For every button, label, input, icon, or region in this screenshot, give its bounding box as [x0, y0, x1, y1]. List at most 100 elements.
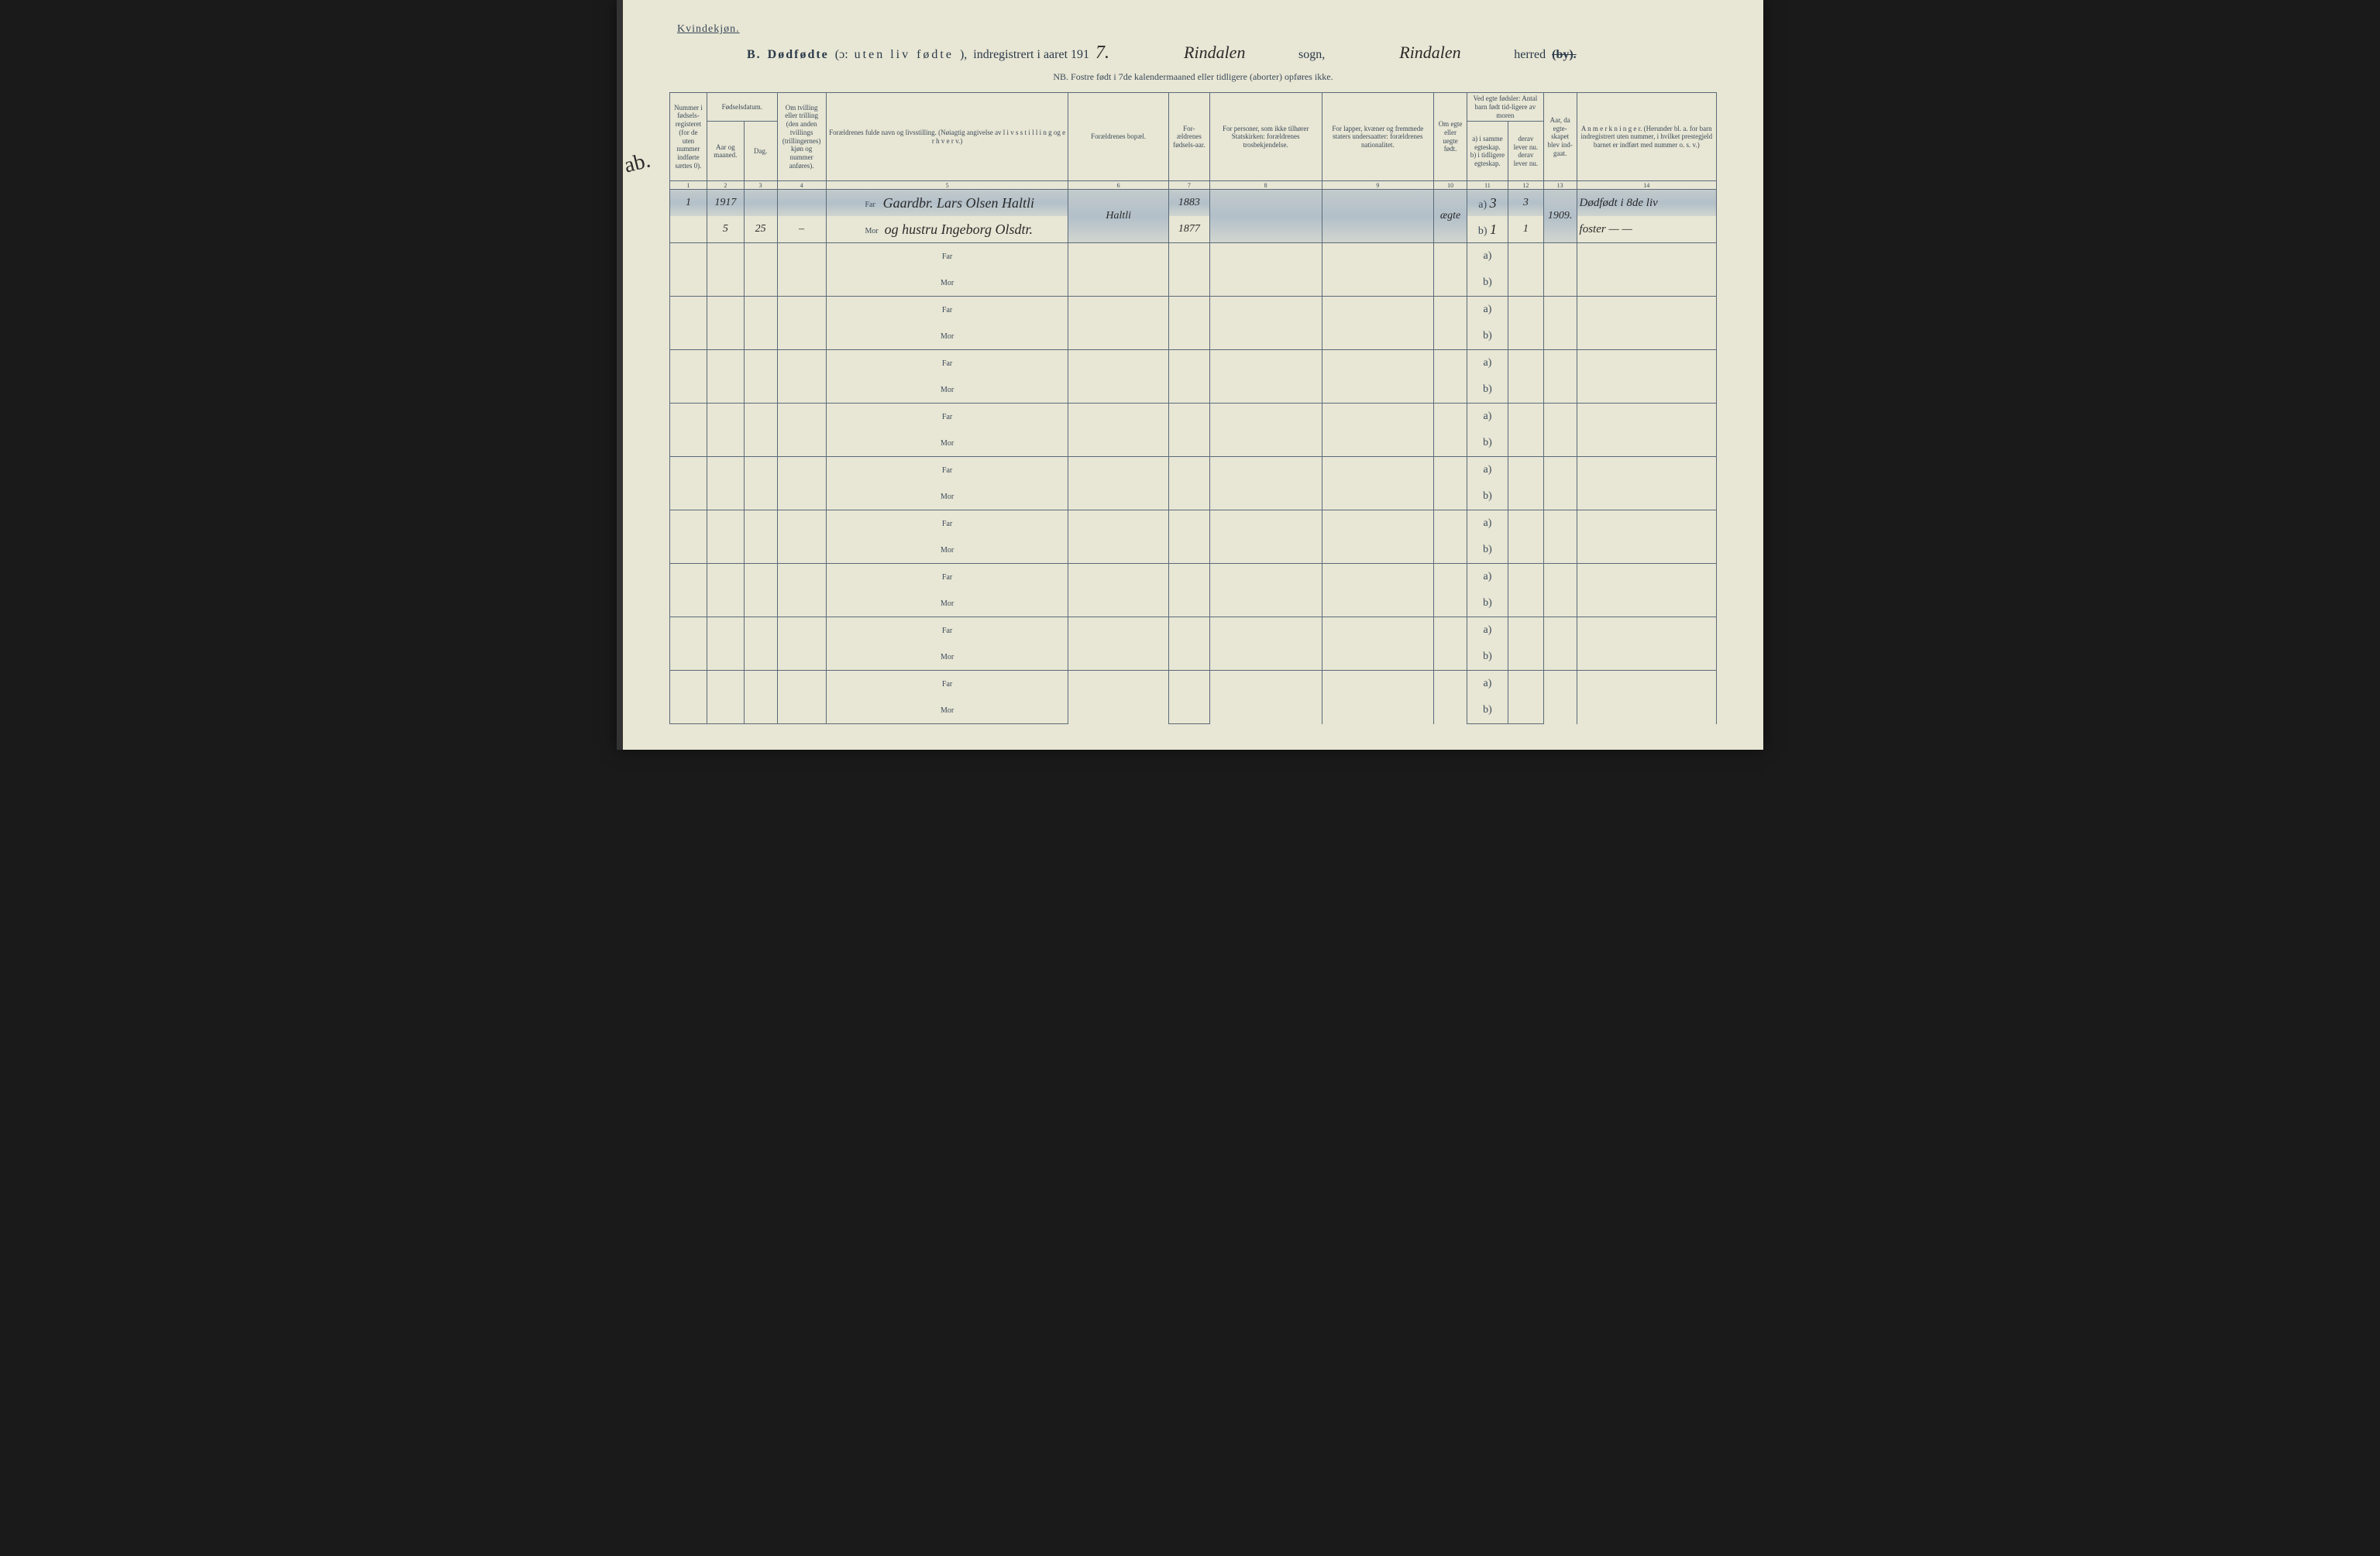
table-body: 1 1917 Far Gaardbr. Lars Olsen Haltli Ha… [670, 190, 1717, 724]
blank-mor-cell: Mor [826, 430, 1068, 457]
entry-c12a: 3 [1508, 190, 1543, 217]
blank-cell [1508, 297, 1543, 324]
mor-label: Mor [937, 332, 958, 341]
mor-label: Mor [937, 493, 958, 501]
blank-cell [670, 297, 707, 324]
blank-cell [1168, 297, 1209, 324]
blank-cell [1543, 350, 1577, 404]
page-title-row: B. Dødfødte (ɔ: uten liv fødte ), indreg… [669, 43, 1717, 64]
blank-cell [1508, 697, 1543, 724]
far-label: Far [937, 520, 958, 528]
blank-row-far: Far a) [670, 243, 1717, 270]
blank-cell [777, 270, 826, 297]
blank-cell [1508, 537, 1543, 564]
blank-cell [1434, 671, 1467, 724]
title-main: Dødfødte [768, 48, 829, 62]
blank-cell [777, 350, 826, 377]
blank-cell [1322, 617, 1434, 671]
blank-row-far: Fara) [670, 564, 1717, 591]
blank-cell [670, 270, 707, 297]
blank-mor-cell: Mor [826, 644, 1068, 671]
blank-cell [744, 483, 777, 510]
th-nationality: For lapper, kvæner og fremmede staters u… [1322, 93, 1434, 181]
entry-twin: – [777, 216, 826, 243]
blank-cell [1068, 243, 1168, 297]
blank-cell [744, 297, 777, 324]
blank-cell [707, 537, 744, 564]
blank-cell [777, 537, 826, 564]
blank-cell [707, 243, 744, 270]
blank-cell [1168, 350, 1209, 377]
blank-cell [670, 590, 707, 617]
blank-mor-cell: Mor [826, 376, 1068, 404]
colnum: 5 [826, 181, 1068, 190]
blank-cell [777, 644, 826, 671]
blank-cell [670, 697, 707, 724]
blank-cell [1508, 270, 1543, 297]
blank-cell [777, 671, 826, 698]
colnum: 3 [744, 181, 777, 190]
colnum: 14 [1577, 181, 1716, 190]
blank-b-cell: b) [1467, 590, 1508, 617]
blank-mor-cell: Mor [826, 537, 1068, 564]
blank-cell [670, 404, 707, 431]
blank-cell [1434, 457, 1467, 510]
entry-row-far: 1 1917 Far Gaardbr. Lars Olsen Haltli Ha… [670, 190, 1717, 217]
blank-cell [777, 376, 826, 404]
blank-cell [1068, 671, 1168, 724]
blank-cell [1577, 671, 1716, 724]
blank-cell [1068, 457, 1168, 510]
blank-cell [670, 376, 707, 404]
blank-a-cell: a) [1467, 404, 1508, 431]
blank-row-far: Fara) [670, 297, 1717, 324]
th-birthdate: Fødselsdatum. [707, 93, 777, 122]
th-c12b: derav lever nu. [1511, 151, 1541, 168]
blank-cell [1577, 350, 1716, 404]
blank-far-cell: Far [826, 243, 1068, 270]
blank-mor-cell: Mor [826, 270, 1068, 297]
blank-cell [1543, 243, 1577, 297]
far-label: Far [937, 252, 958, 261]
title-paren-open: (ɔ: [835, 48, 848, 62]
blank-cell [670, 323, 707, 350]
blank-a-cell: a) [1467, 350, 1508, 377]
blank-cell [1543, 671, 1577, 724]
blank-cell [1543, 510, 1577, 564]
blank-cell [1168, 644, 1209, 671]
blank-a-cell: a) [1467, 243, 1508, 270]
blank-cell [744, 376, 777, 404]
blank-cell [1543, 564, 1577, 617]
blank-cell [707, 297, 744, 324]
blank-far-cell: Far [826, 671, 1068, 698]
blank-cell [1168, 323, 1209, 350]
blank-cell [1209, 404, 1322, 457]
blank-row-far: Fara) [670, 510, 1717, 538]
blank-cell [707, 671, 744, 698]
herred-label: herred [1514, 48, 1546, 62]
blank-b-cell: b) [1467, 270, 1508, 297]
blank-cell [1543, 297, 1577, 350]
blank-cell [707, 270, 744, 297]
blank-cell [1322, 457, 1434, 510]
far-label: Far [937, 359, 958, 368]
blank-a-cell: a) [1467, 564, 1508, 591]
blank-far-cell: Far [826, 617, 1068, 644]
blank-cell [777, 617, 826, 644]
entry-year: 1917 [707, 190, 744, 217]
mother-name: og hustru Ingeborg Olsdtr. [885, 222, 1033, 237]
colnum: 7 [1168, 181, 1209, 190]
blank-cell [744, 243, 777, 270]
th-remarks: A n m e r k n i n g e r. (Herunder bl. a… [1577, 93, 1716, 181]
herred-name-handwritten: Rindalen [1399, 43, 1508, 63]
entry-month: 5 [707, 216, 744, 243]
blank-cell [1168, 404, 1209, 431]
blank-cell [1577, 564, 1716, 617]
blank-cell [1508, 510, 1543, 538]
blank-cell [1168, 483, 1209, 510]
blank-cell [1168, 590, 1209, 617]
th-year-month: Aar og maaned. [707, 122, 744, 181]
sogn-name-handwritten: Rindalen [1184, 43, 1292, 63]
blank-cell [777, 297, 826, 324]
blank-cell [777, 457, 826, 484]
blank-cell [744, 617, 777, 644]
